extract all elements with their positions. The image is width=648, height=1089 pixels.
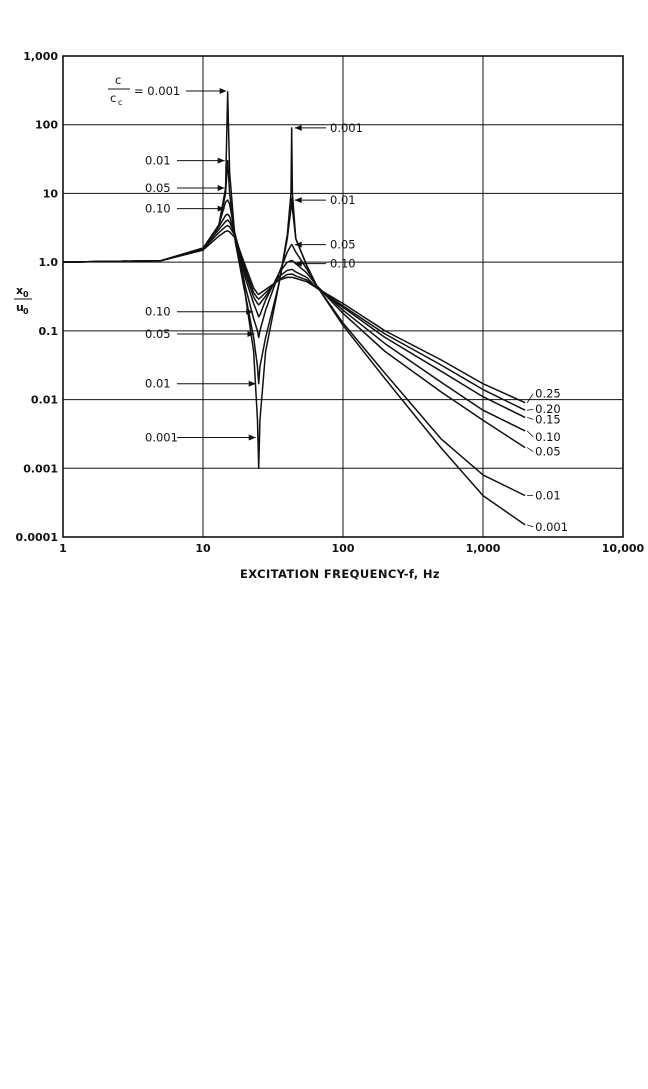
series-line-0.05 <box>62 199 526 449</box>
series-line-0.20 <box>62 224 526 411</box>
legend-header-numerator: c <box>115 73 121 87</box>
x-tick-label: 10,000 <box>602 542 645 555</box>
y-tick-label: 1,000 <box>23 50 58 63</box>
legend-header-value: = 0.001 <box>134 84 180 98</box>
series-end-label: 0.05 <box>535 445 561 459</box>
peak-annotation-label: 0.01 <box>145 377 171 391</box>
y-tick-label: 10 <box>43 187 59 200</box>
x-tick-label: 10 <box>195 542 211 555</box>
peak-annotation-arrowhead <box>247 331 255 338</box>
series-line-0.001 <box>62 91 526 526</box>
legend-header: c c c = 0.001 <box>108 73 180 107</box>
peak-annotation-arrowhead <box>294 197 302 204</box>
peak-annotation-arrowhead <box>217 157 225 164</box>
x-tick-label: 1 <box>59 542 67 555</box>
series-end-leader <box>526 393 534 403</box>
y-label-denominator: u <box>16 301 24 314</box>
series-line-0.10 <box>62 213 526 432</box>
series-end-label: 0.20 <box>535 402 561 416</box>
peak-annotation-arrowhead <box>248 434 256 441</box>
peak-annotation-label: 0.01 <box>330 193 356 207</box>
series-end-leader <box>526 430 534 438</box>
annotations: 0.0010.010.050.100.150.200.250.010.050.1… <box>145 88 568 534</box>
x-tick-label: 1,000 <box>466 542 501 555</box>
y-tick-label: 0.1 <box>39 325 59 338</box>
series-end-label: 0.10 <box>535 430 561 444</box>
peak-annotation-label: 0.001 <box>145 431 178 445</box>
plot-frame <box>62 55 624 538</box>
y-tick-label: 0.0001 <box>16 531 58 544</box>
peak-annotation-label: 0.01 <box>145 154 171 168</box>
peak-annotation-arrowhead <box>294 124 302 131</box>
peak-annotation-label: 0.10 <box>145 202 171 216</box>
series-end-label: 0.001 <box>535 520 568 534</box>
tick-labels: 1 10 100 1,000 10,0000.00010.0010.010.11.010… <box>16 50 645 555</box>
legend-header-denominator: c <box>110 91 116 105</box>
series-end-label: 0.25 <box>535 387 561 401</box>
peak-annotation-label: 0.05 <box>145 327 171 341</box>
y-tick-label: 0.001 <box>23 462 58 475</box>
y-tick-label: 100 <box>35 119 58 132</box>
series-line-0.01 <box>62 159 526 497</box>
peak-annotation-label: 0.10 <box>330 257 356 271</box>
peak-annotation-arrowhead <box>246 308 254 315</box>
x-tick-label: 100 <box>332 542 355 555</box>
plot-border <box>62 55 624 538</box>
y-tick-label: 1.0 <box>39 256 59 269</box>
legend-header-arrowhead <box>219 88 227 94</box>
legend-header-denominator-sub: c <box>118 98 122 107</box>
series-end-label: 0.15 <box>535 412 561 426</box>
curves <box>62 91 526 526</box>
series-line-0.25 <box>62 230 526 404</box>
y-label-numerator: x <box>16 284 23 297</box>
series-end-leader <box>527 524 534 528</box>
y-tick-label: 0.01 <box>31 394 58 407</box>
peak-annotation-arrowhead <box>248 380 256 387</box>
y-label-denominator-sub: 0 <box>23 307 29 316</box>
peak-annotation-arrowhead <box>217 184 225 191</box>
peak-annotation-arrowhead <box>294 241 302 248</box>
y-label-numerator-sub: 0 <box>23 290 29 299</box>
x-axis-title: EXCITATION FREQUENCY-f, Hz <box>240 567 440 581</box>
peak-annotation-arrowhead <box>294 260 302 267</box>
series-end-leader <box>527 408 534 411</box>
peak-annotation-label: 0.05 <box>145 181 171 195</box>
peak-annotation-arrowhead <box>217 205 225 212</box>
series-end-leader <box>526 447 534 452</box>
peak-annotation-label: 0.001 <box>330 121 363 135</box>
peak-annotation-label: 0.05 <box>330 238 356 252</box>
y-axis-label: x 0 u 0 <box>14 284 32 316</box>
peak-annotation-label: 0.10 <box>145 305 171 319</box>
series-end-label: 0.01 <box>535 489 561 503</box>
series-end-leader <box>527 417 534 420</box>
